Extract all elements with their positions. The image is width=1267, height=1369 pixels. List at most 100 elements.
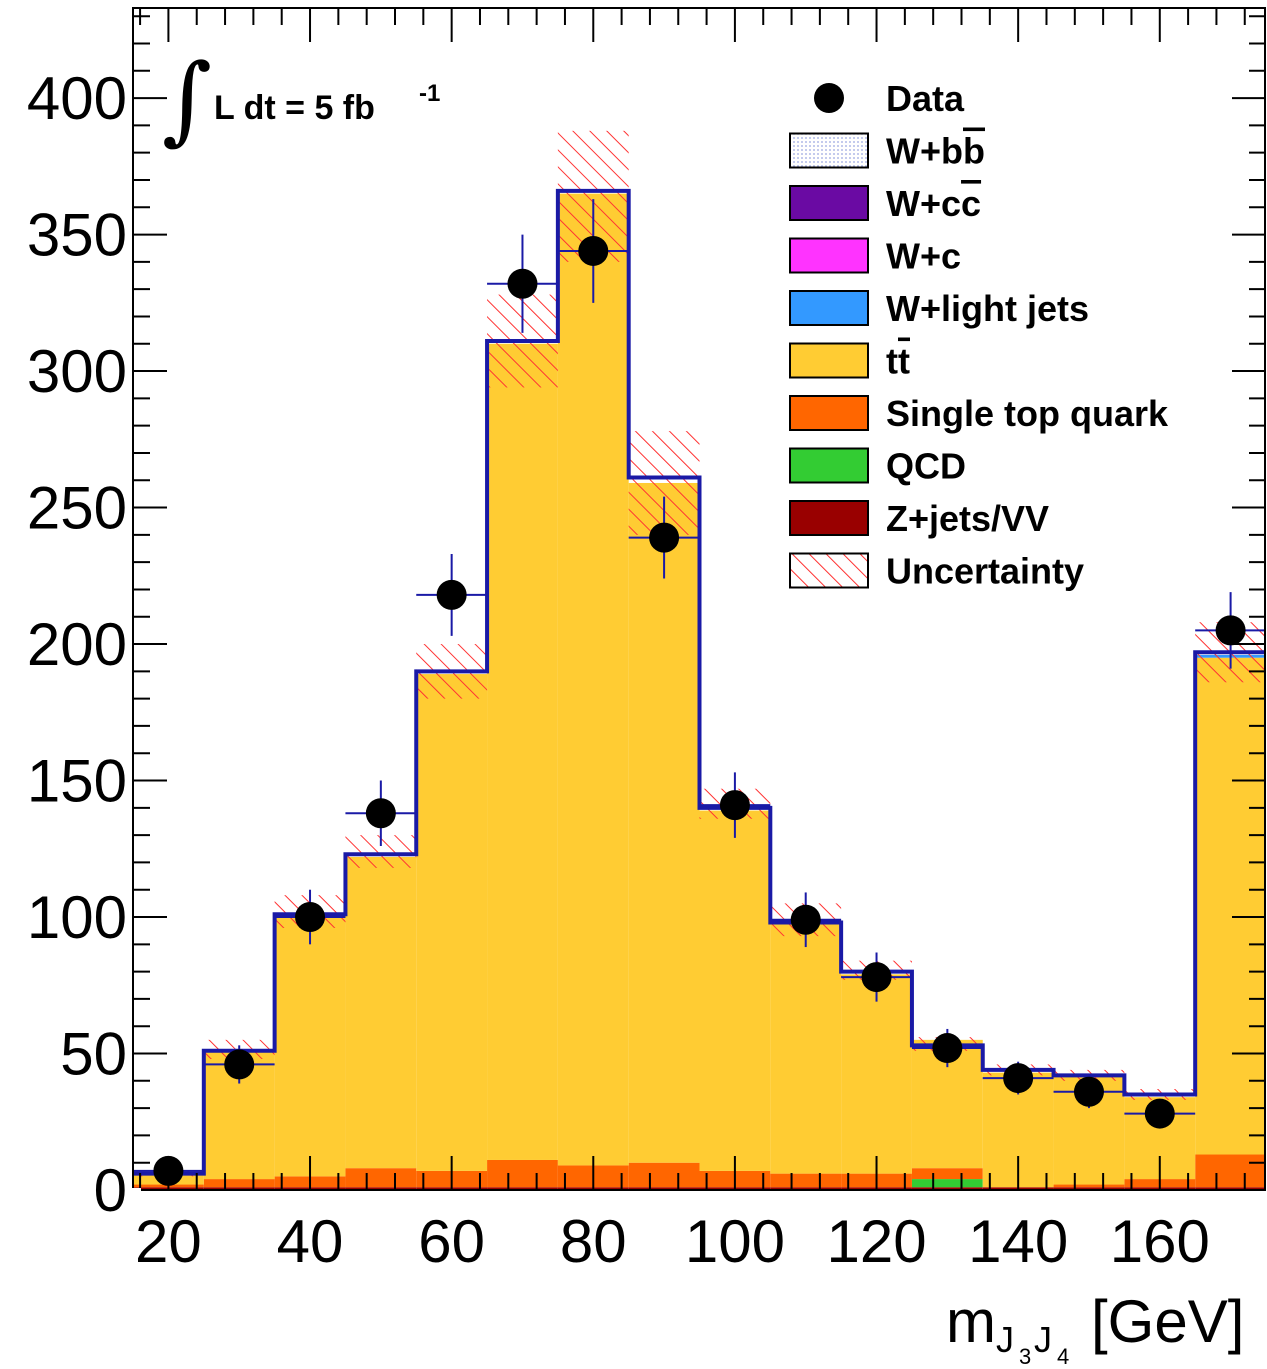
bar-ttbar-2 [274,914,346,1177]
data-point-9 [790,904,821,935]
data-point-4 [436,579,467,610]
bar-zjets-15 [1195,1187,1266,1190]
bar-zjets-7 [628,1187,700,1190]
legend-label-qcd: QCD [886,446,966,487]
total-outline [133,188,1266,1176]
legend-swatch-uncertainty [789,552,869,589]
y-tick-label-300: 300 [27,338,127,405]
legend-label-wcc-base: W+c [886,183,961,224]
luminosity-text: L dt = 5 fb [214,89,375,127]
origin-gap [129,1188,141,1194]
axes: 0 50 100 150 200 250 300 350 400 20 40 60 80 100 120 14… [27,8,1266,1275]
bar-ttbar-4 [416,674,488,1171]
legend-swatch-ttbar [789,342,869,379]
x-tick-label-80: 80 [560,1208,627,1275]
data-point-14 [1144,1098,1175,1129]
y-tick-label-200: 200 [27,611,127,678]
legend-label-ttbar-base: t [886,341,898,382]
bar-zjets-1 [203,1187,275,1190]
y-tick-label-350: 350 [27,202,127,269]
x-tick-label-100: 100 [685,1208,785,1275]
plot-frame [132,7,1266,1191]
legend-swatch-qcd [789,447,869,484]
bar-qcd-11 [911,1179,983,1188]
x-tick-label-60: 60 [418,1208,485,1275]
y-tick-label-100: 100 [27,884,127,951]
data-point-7 [649,522,680,553]
legend-label-data: Data [886,78,965,119]
legend-label-ttbar: tt [886,341,910,382]
data-point-6 [578,235,609,266]
y-tick-label-0: 0 [94,1157,127,1224]
legend-label-wbb-base: W+b [886,131,963,172]
data-point-15 [1215,615,1246,646]
data-point-13 [1073,1076,1104,1107]
bar-zjets-13 [1053,1187,1125,1190]
legend-label-wc: W+c [886,236,961,277]
bar-ttbar-15 [1195,657,1266,1155]
legend-swatch-wbb [789,132,869,169]
legend-label-wbb-bar: b [963,131,985,172]
legend-label-singletop: Single top quark [886,393,1169,434]
bar-singletop-3 [345,1168,417,1188]
x-axis-title-sub-4: 4 [1057,1344,1069,1369]
data-point-3 [365,798,396,829]
stacked-histogram [133,193,1266,1190]
data-points [133,199,1266,1186]
x-tick-label-120: 120 [826,1208,926,1275]
legend-label-unc: Uncertainty [886,551,1084,592]
bar-singletop-1 [203,1179,275,1188]
bar-ttbar-10 [841,974,912,1174]
data-point-1 [224,1049,255,1080]
data-point-11 [932,1033,963,1064]
legend-label-wlight: W+light jets [886,288,1089,329]
legend-swatch-wcc [789,185,869,221]
legend-swatch-zjets [789,500,869,536]
x-axis-title-m: m [946,1288,996,1355]
bar-zjets-11 [911,1187,983,1190]
bar-singletop-9 [770,1173,842,1188]
legend-label-ttbar-bar: t [898,341,910,382]
bar-singletop-15 [1195,1154,1266,1188]
bar-singletop-7 [628,1162,700,1188]
bar-ttbar-5 [487,343,558,1160]
data-point-5 [507,268,538,299]
y-tick-label-150: 150 [27,748,127,815]
legend-label-wbb: W+bb [886,131,985,172]
luminosity-superscript: -1 [419,80,440,107]
legend-marker-data [814,83,844,113]
x-axis-title-sub-3: 3 [1019,1344,1031,1369]
legend-swatch-wlight [789,290,869,326]
bar-ttbar-9 [770,922,842,1174]
y-tick-label-50: 50 [60,1021,127,1088]
bar-zjets-3 [345,1187,417,1190]
data-point-8 [719,790,750,821]
data-point-12 [1003,1063,1034,1094]
bar-singletop-5 [487,1159,558,1188]
integral-symbol: ∫ [162,43,212,155]
x-axis-title-unit: [GeV] [1091,1288,1244,1355]
data-point-10 [861,962,892,993]
x-tick-label-20: 20 [135,1208,202,1275]
x-tick-label-140: 140 [968,1208,1068,1275]
legend-label-wcc-bar: c [961,183,981,224]
bar-zjets-9 [770,1187,842,1190]
bar-singletop-13 [1053,1184,1125,1188]
x-tick-label-40: 40 [277,1208,344,1275]
x-axis-title: m J 3 J 4 [GeV] [946,1288,1244,1369]
bar-ttbar-8 [699,810,771,1171]
legend-label-wcc: W+cc [886,183,981,224]
bar-ttbar-6 [557,193,629,1166]
legend-swatch-singletop [789,395,869,431]
x-axis-title-sub-j3: J [996,1319,1014,1360]
x-tick-label-160: 160 [1110,1208,1210,1275]
bar-ttbar-7 [628,482,700,1163]
y-tick-label-400: 400 [27,65,127,132]
legend-swatch-wc [789,237,869,274]
x-axis-title-sub-j4: J [1034,1319,1052,1360]
legend-label-zjets: Z+jets/VV [886,498,1049,539]
data-point-2 [295,902,326,933]
